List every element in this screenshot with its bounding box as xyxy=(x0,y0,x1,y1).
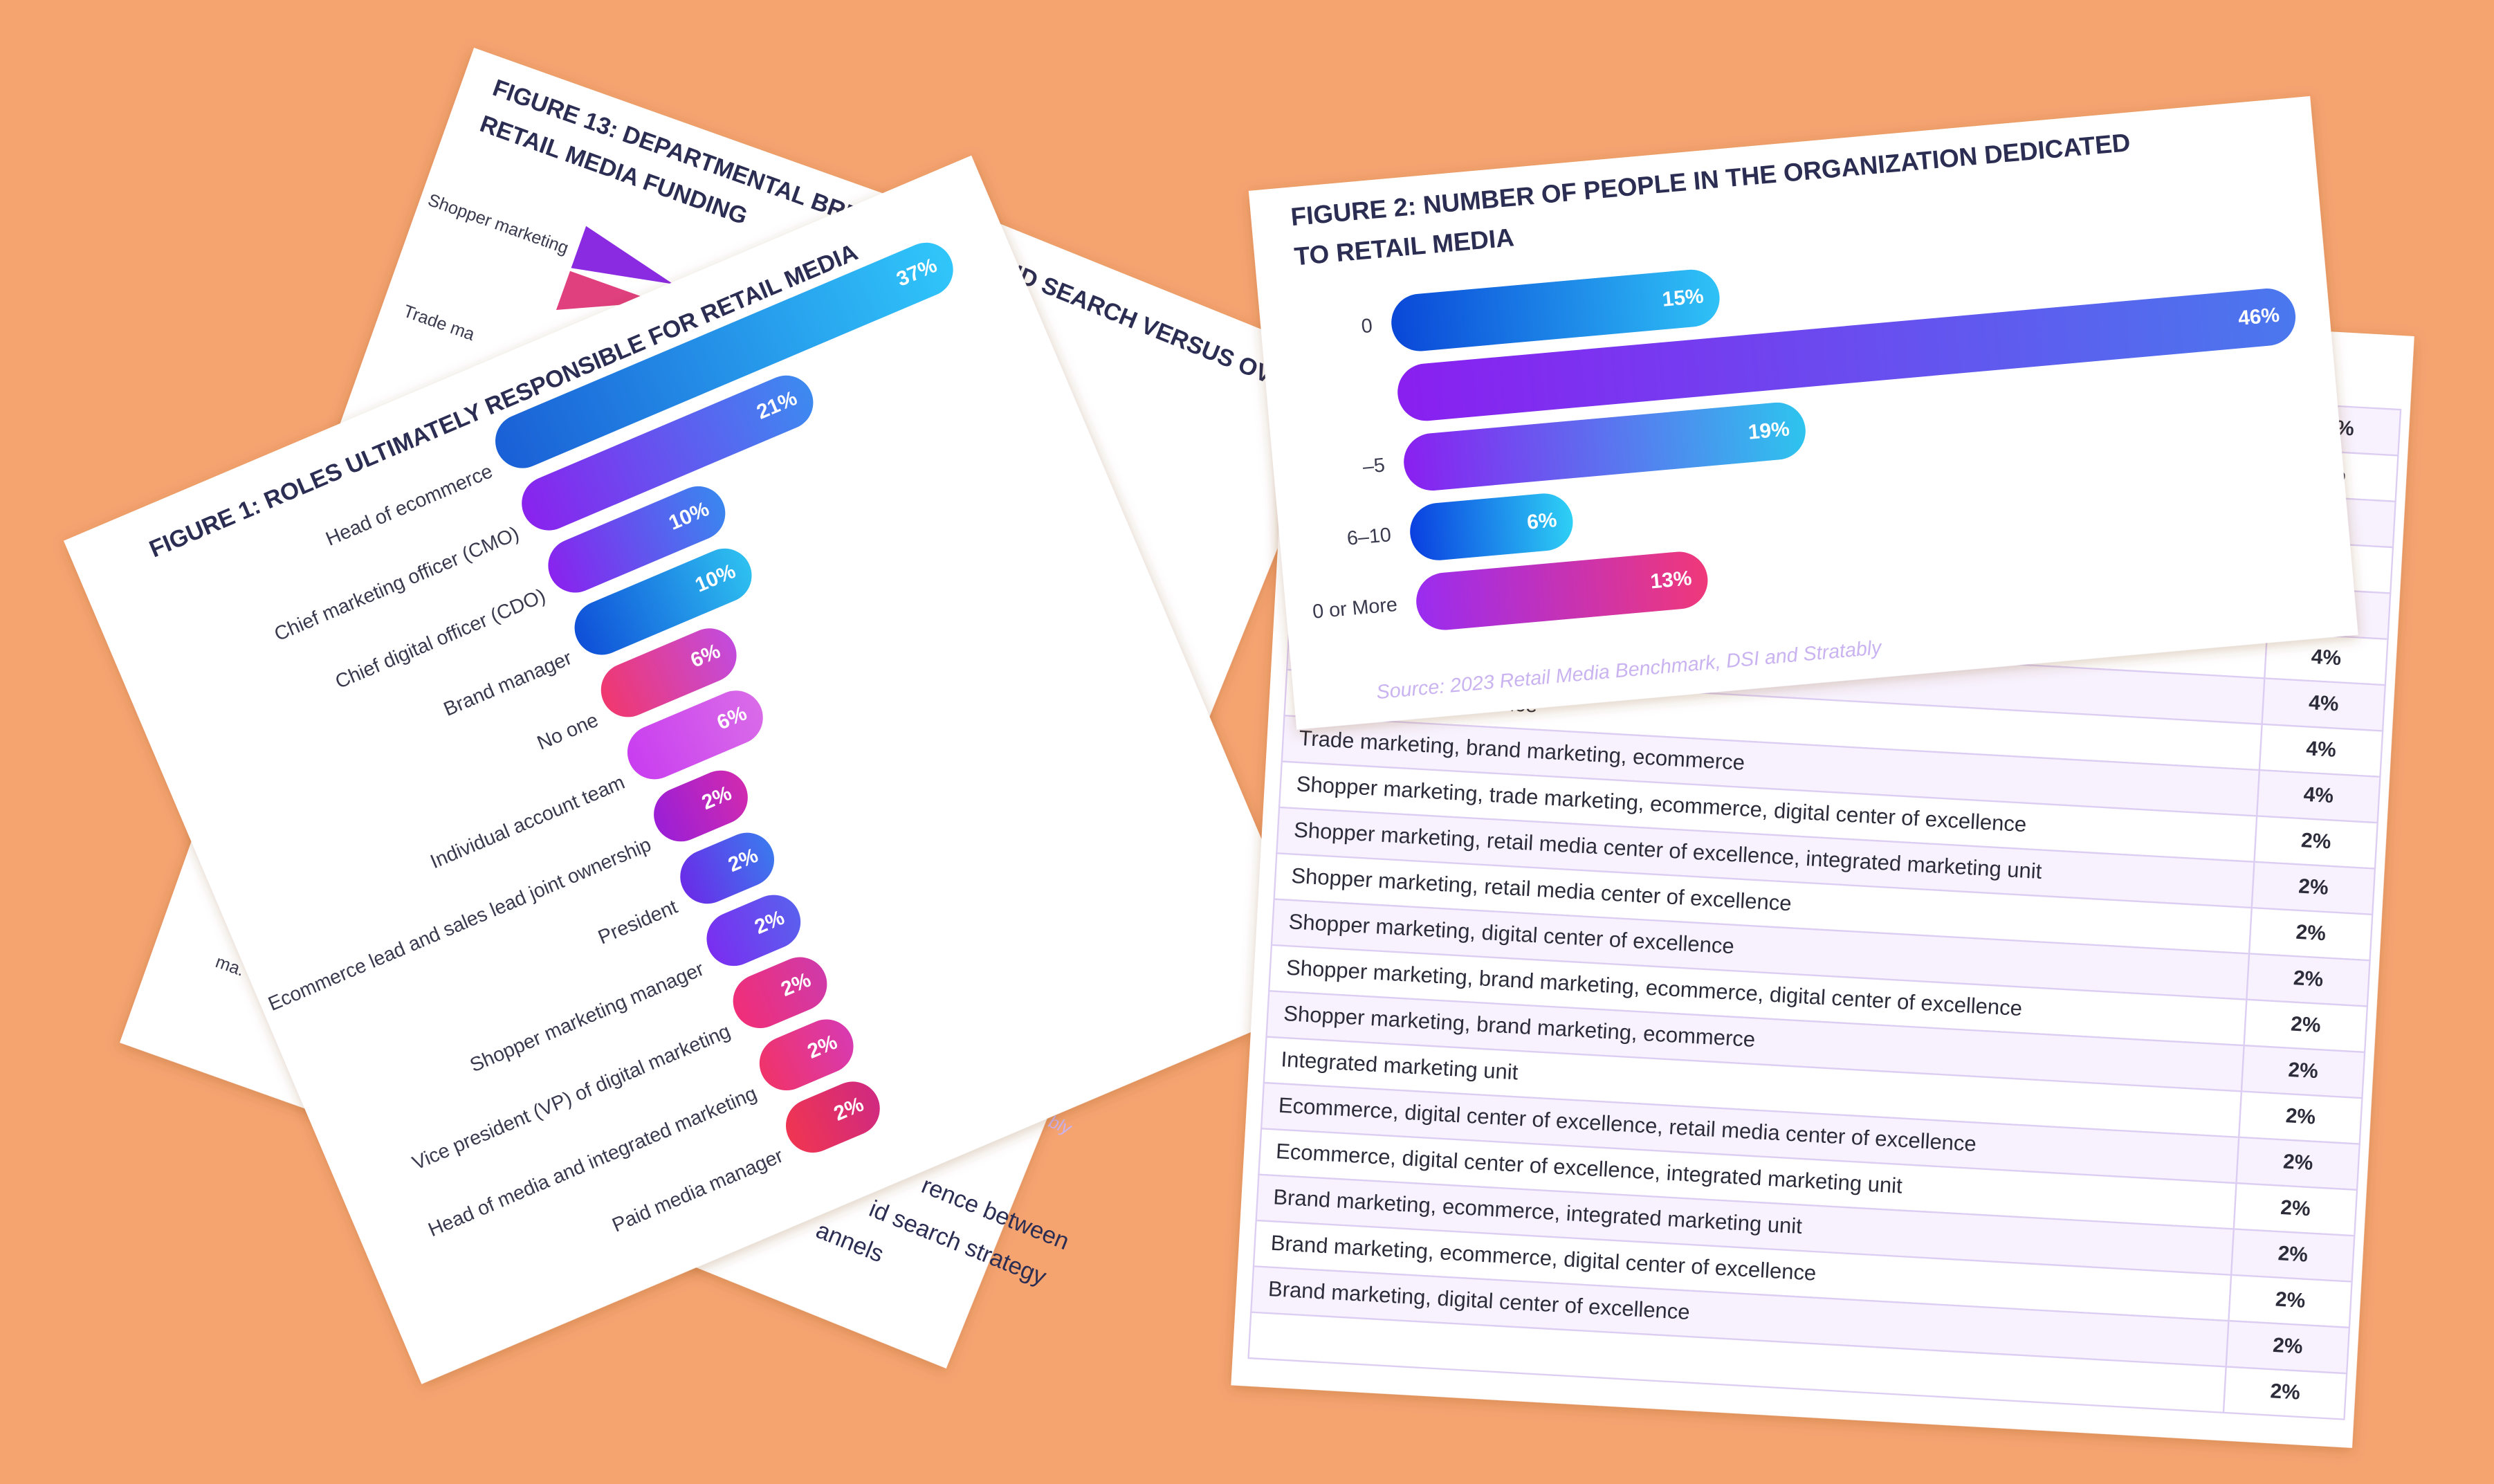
table-cell xyxy=(2222,1366,2348,1420)
row-value: 2% xyxy=(2275,1288,2306,1312)
bar xyxy=(1397,288,2296,421)
value-label: 19% xyxy=(1748,418,1790,444)
row-value: 2% xyxy=(2277,1242,2309,1266)
row-value: 4% xyxy=(2311,645,2342,670)
row-value: 2% xyxy=(2295,921,2327,945)
value-label: 13% xyxy=(1649,567,1692,593)
bar xyxy=(627,690,763,780)
bar xyxy=(733,957,827,1029)
category-label: 0 xyxy=(1360,315,1373,338)
value-label: 15% xyxy=(1661,285,1704,311)
row-value: 2% xyxy=(2288,1059,2319,1083)
bar xyxy=(495,242,953,468)
row-value: 2% xyxy=(2298,875,2329,899)
row-value: 2% xyxy=(2272,1334,2303,1358)
row-value: 4% xyxy=(2303,783,2334,807)
bar xyxy=(706,895,801,967)
figure-1-page: FIGURE 1: ROLES ULTIMATELY RESPONSIBLE F… xyxy=(63,155,1330,1384)
row-value: 2% xyxy=(2285,1104,2316,1128)
bar xyxy=(600,628,737,717)
row-value: 2% xyxy=(2300,829,2331,853)
bar xyxy=(680,832,775,904)
category-label: 6–10 xyxy=(1346,524,1392,550)
row-value: 2% xyxy=(2270,1380,2301,1404)
value-label: 46% xyxy=(2237,304,2280,330)
bar xyxy=(654,770,748,842)
row-value: 2% xyxy=(2290,1013,2321,1037)
bar xyxy=(785,1081,880,1153)
bar xyxy=(1391,269,1720,351)
row-value: 2% xyxy=(2282,1151,2313,1175)
page-sheet xyxy=(63,155,1330,1384)
row-value: 2% xyxy=(2280,1196,2311,1220)
figure-2-page: FIGURE 2: NUMBER OF PEOPLE IN THE ORGANI… xyxy=(1248,95,2358,730)
row-value: 4% xyxy=(2308,691,2339,715)
bar xyxy=(1416,551,1708,630)
row-value: 4% xyxy=(2306,737,2337,761)
bar xyxy=(759,1019,854,1091)
row-value: 2% xyxy=(2293,967,2324,991)
segment xyxy=(571,226,674,284)
category-label: –5 xyxy=(1362,454,1386,478)
value-label: 6% xyxy=(1526,509,1558,534)
bar xyxy=(574,548,752,655)
bar xyxy=(548,486,726,593)
bar xyxy=(1410,493,1573,560)
bar xyxy=(1404,402,1806,491)
bar xyxy=(522,375,814,531)
